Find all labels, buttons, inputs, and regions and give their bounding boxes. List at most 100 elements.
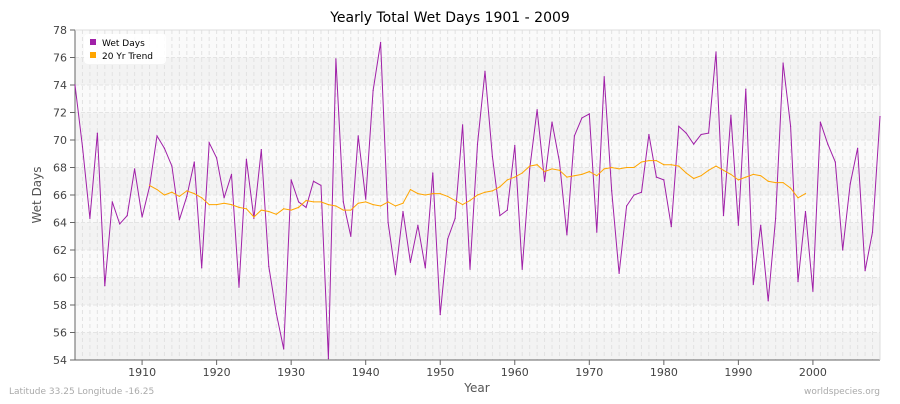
data-point [469, 199, 471, 202]
data-point [573, 135, 575, 137]
data-point [469, 268, 471, 270]
data-point [760, 175, 762, 177]
data-point [625, 205, 628, 207]
data-point [96, 132, 98, 134]
data-point [134, 168, 136, 170]
y-tick-label: 58 [53, 299, 67, 312]
data-point [722, 169, 725, 171]
data-point [775, 217, 777, 219]
data-point [223, 197, 225, 199]
data-point [633, 166, 635, 169]
data-point [581, 117, 583, 119]
data-point [230, 204, 233, 206]
data-point [611, 190, 613, 192]
data-point [126, 215, 128, 217]
data-point [454, 199, 456, 202]
data-point [283, 348, 285, 350]
data-point [327, 358, 330, 360]
data-point [804, 193, 807, 195]
data-point [298, 206, 300, 208]
data-point [640, 161, 643, 163]
data-point [178, 219, 180, 221]
y-tick-label: 66 [53, 189, 67, 202]
x-tick-label: 1980 [650, 366, 678, 379]
data-point [245, 208, 248, 210]
data-point [730, 173, 732, 175]
footer-location: Latitude 33.25 Longitude -16.25 [9, 387, 154, 397]
data-point [506, 179, 508, 181]
data-point [432, 172, 434, 174]
x-tick-label: 1970 [575, 366, 603, 379]
chart-title: Yearly Total Wet Days 1901 - 2009 [329, 10, 570, 26]
data-point [439, 193, 441, 195]
data-point [491, 190, 494, 192]
data-point [529, 168, 531, 170]
data-point [812, 290, 814, 292]
data-point [573, 175, 575, 177]
data-point [320, 201, 322, 203]
data-point [327, 204, 330, 206]
x-tick-label: 2000 [799, 366, 827, 379]
data-point [715, 165, 717, 167]
data-point [827, 143, 829, 145]
data-point [119, 223, 121, 225]
data-point [491, 155, 494, 158]
data-point [365, 198, 367, 200]
data-point [551, 121, 553, 123]
data-point [514, 176, 516, 178]
x-axis-label: Year [463, 381, 489, 395]
data-point [745, 88, 747, 90]
data-point [253, 216, 255, 218]
data-point [879, 116, 881, 118]
data-point [148, 186, 151, 188]
data-point [283, 208, 285, 210]
data-point [543, 171, 546, 173]
data-point [566, 234, 568, 236]
data-point [335, 205, 337, 207]
data-point [350, 209, 352, 211]
data-point [775, 182, 777, 184]
data-point [461, 124, 464, 126]
x-tick-label: 1990 [724, 366, 752, 379]
y-tick-label: 64 [53, 217, 67, 230]
data-point [849, 183, 851, 185]
data-point [789, 187, 792, 189]
x-tick-label: 1920 [203, 366, 231, 379]
data-point [268, 210, 270, 213]
data-point [223, 202, 225, 204]
data-point [454, 217, 456, 219]
data-point [461, 204, 464, 206]
data-point [611, 166, 613, 169]
data-point [148, 184, 151, 186]
data-point [693, 143, 695, 145]
data-point [618, 272, 620, 274]
data-point [484, 191, 486, 193]
data-point [275, 213, 277, 215]
data-point [655, 160, 657, 162]
y-tick-label: 72 [53, 107, 67, 120]
data-point [596, 231, 598, 233]
data-point [357, 202, 359, 204]
data-point [156, 188, 158, 191]
x-tick-label: 1950 [426, 366, 454, 379]
data-point [782, 62, 784, 64]
data-point [290, 179, 292, 181]
data-point [857, 147, 859, 149]
legend-label-trend: 20 Yr Trend [102, 52, 153, 62]
data-point [305, 206, 307, 208]
data-point [156, 135, 158, 137]
data-point [335, 58, 337, 60]
data-point [447, 195, 449, 197]
data-point [625, 166, 628, 169]
data-point [693, 177, 695, 180]
x-tick-label: 1910 [128, 366, 156, 379]
data-point [230, 173, 233, 175]
data-point [737, 224, 739, 226]
data-point [767, 180, 769, 182]
data-point [402, 202, 404, 204]
data-point [551, 168, 553, 170]
data-point [305, 199, 307, 202]
data-point [216, 204, 218, 206]
data-point [245, 158, 248, 160]
